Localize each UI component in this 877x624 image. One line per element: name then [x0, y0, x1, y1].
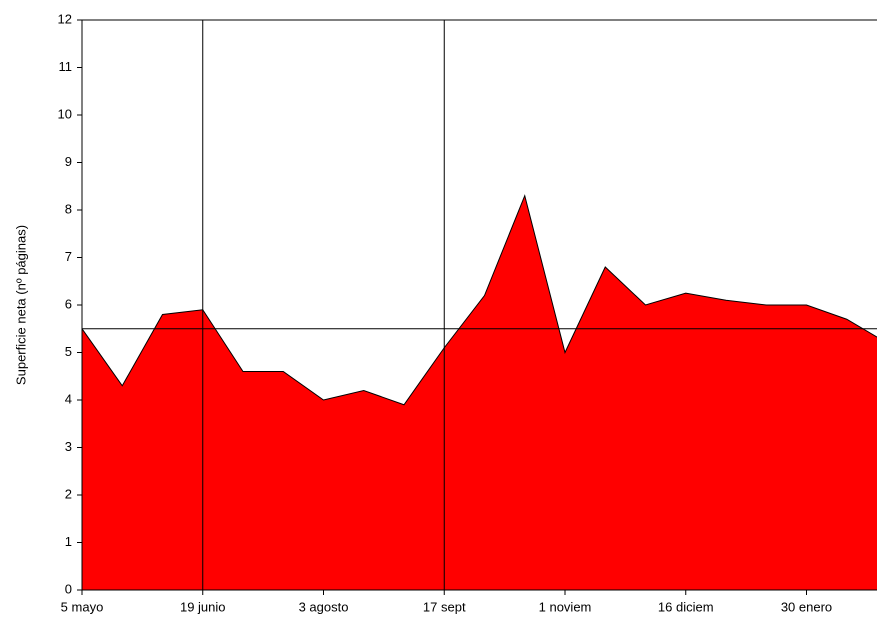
y-tick-label: 12 [58, 11, 72, 26]
y-tick-label: 0 [65, 581, 72, 596]
x-tick-label: 19 junio [180, 599, 226, 614]
y-tick-label: 9 [65, 154, 72, 169]
area [82, 194, 877, 591]
y-tick-label: 11 [59, 59, 73, 74]
y-tick-label: 5 [65, 344, 72, 359]
y-tick-label: 4 [65, 391, 72, 406]
y-axis-label: Superficie neta (nº páginas) [13, 225, 28, 385]
x-tick-label: 3 agosto [299, 599, 349, 614]
y-tick-label: 1 [65, 534, 72, 549]
x-tick-label: 1 noviem [539, 599, 592, 614]
x-tick-label: 16 diciem [658, 599, 714, 614]
y-tick-label: 10 [58, 106, 72, 121]
x-tick-label: 5 mayo [61, 599, 104, 614]
x-tick-label: 17 sept [423, 599, 466, 614]
y-tick-label: 7 [65, 249, 72, 264]
y-tick-label: 6 [65, 296, 72, 311]
plot-area [82, 194, 877, 591]
x-tick-label: 30 enero [781, 599, 832, 614]
y-tick-label: 8 [65, 201, 72, 216]
y-tick-label: 2 [65, 486, 72, 501]
y-tick-label: 3 [65, 439, 72, 454]
